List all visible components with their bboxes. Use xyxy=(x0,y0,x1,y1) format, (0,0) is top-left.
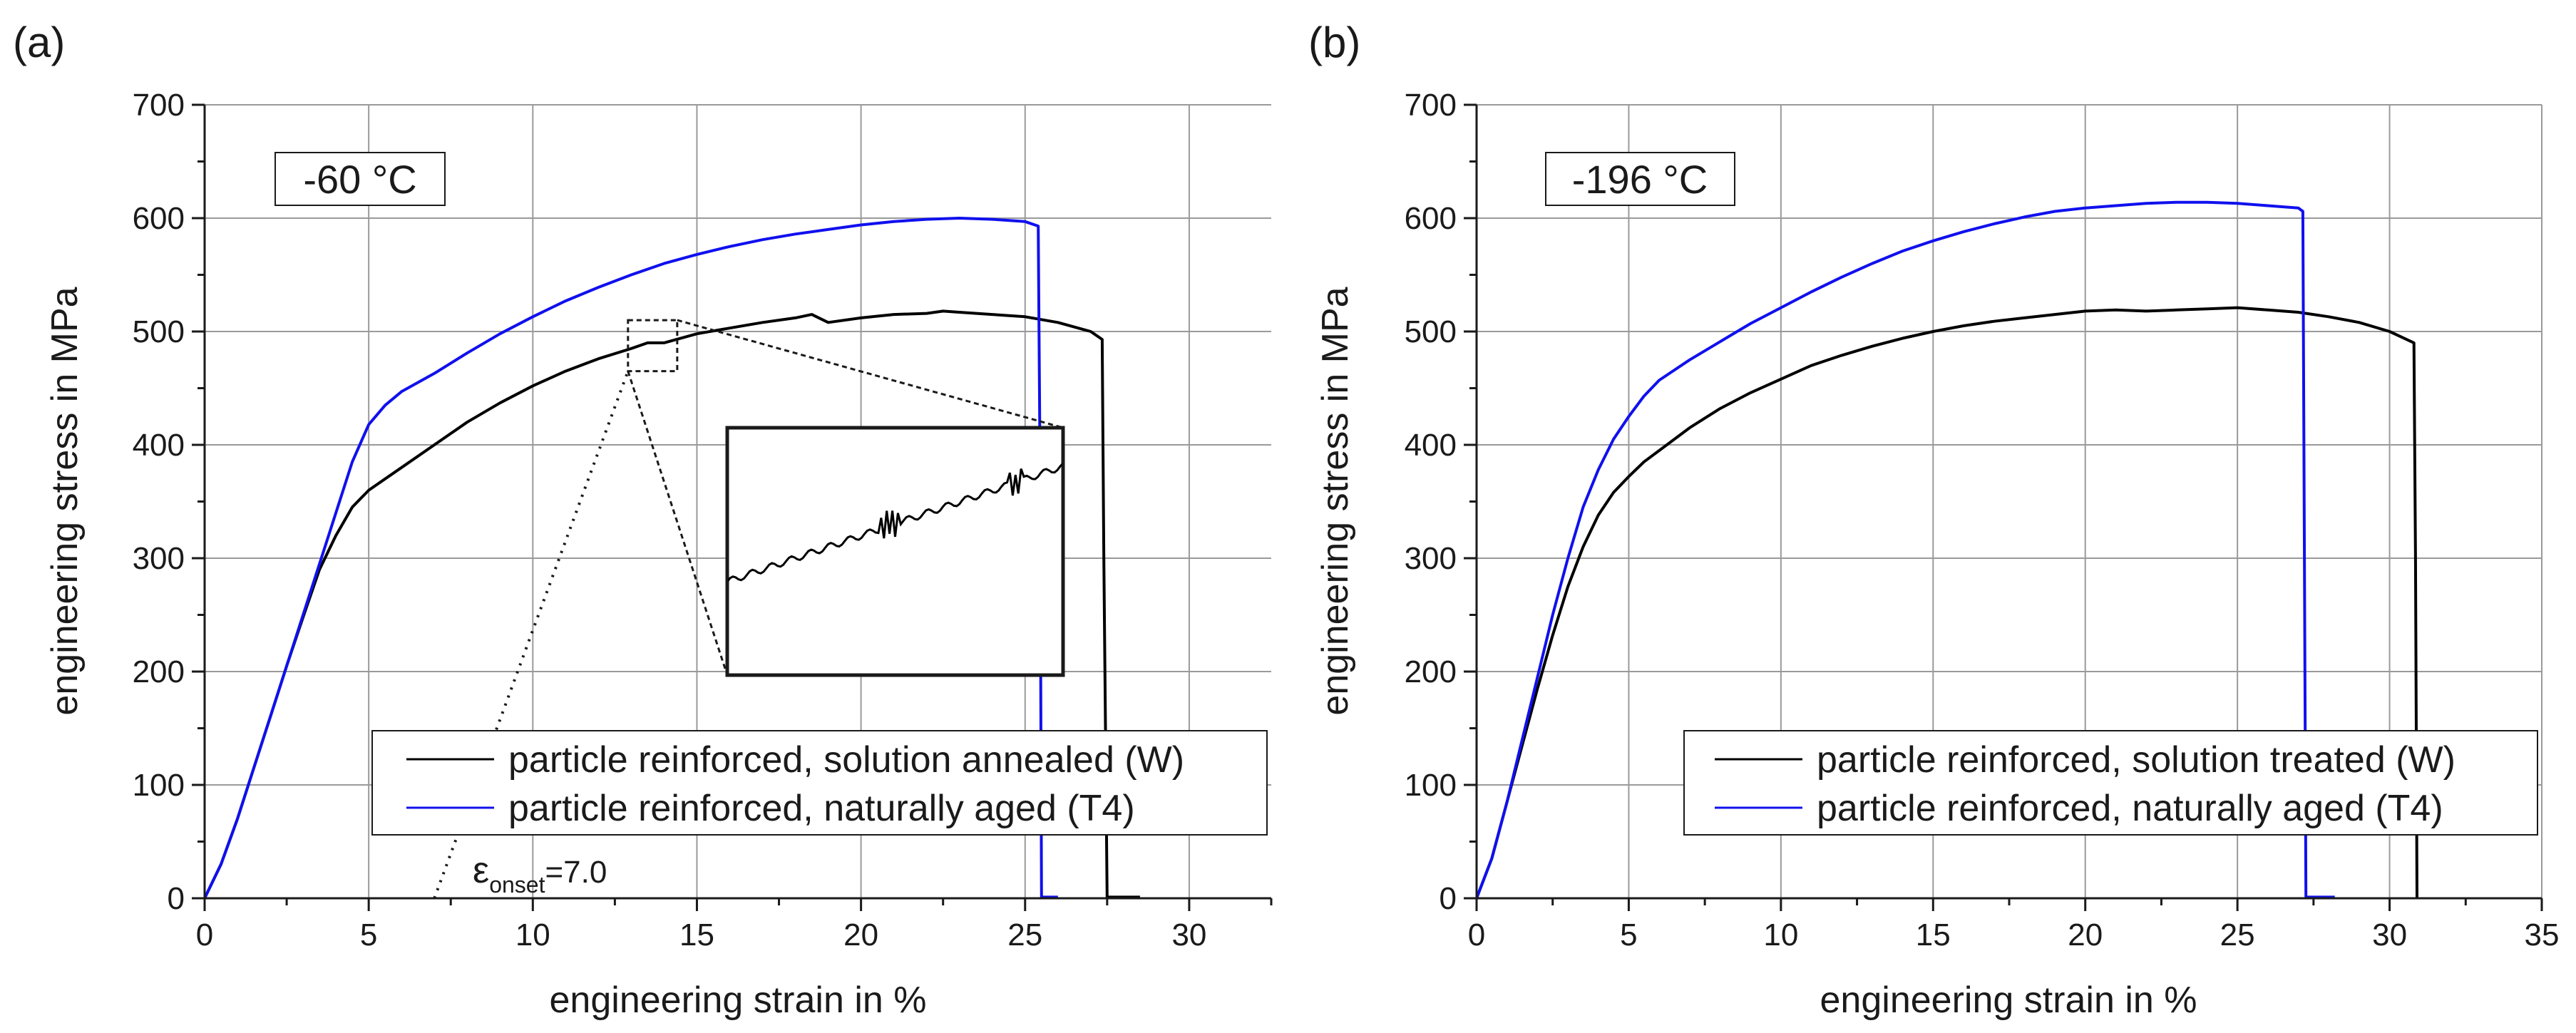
legend-label-w: particle reinforced, solution annealed (… xyxy=(508,739,1184,781)
x-tick-label: 35 xyxy=(2525,918,2560,952)
x-tick-label: 10 xyxy=(1763,918,1798,952)
y-tick-label: 700 xyxy=(133,88,185,123)
panel-a-zoom-connector-bottom xyxy=(627,371,729,676)
panel-a-zoom-connector-top xyxy=(677,319,1064,429)
panel-a-ylabel: engineering stress in MPa xyxy=(44,287,86,715)
onset-value: =7.0 xyxy=(545,855,607,890)
y-tick-label: 400 xyxy=(133,428,185,463)
panel-a-zoom-rect xyxy=(627,319,679,373)
panel-b-legend: particle reinforced, solution treated (W… xyxy=(1683,730,2538,836)
x-tick-label: 15 xyxy=(679,918,714,952)
y-tick-label: 400 xyxy=(1405,428,1457,463)
panel-a-temp-label: -60 °C xyxy=(303,157,416,202)
panel-b-xlabel: engineering strain in % xyxy=(1820,980,2197,1021)
series-line-t4 xyxy=(205,217,1058,898)
x-tick-label: 10 xyxy=(515,918,550,952)
onset-subscript: onset xyxy=(489,872,545,898)
panel-a-inset xyxy=(725,426,1065,677)
x-tick-label: 25 xyxy=(1007,918,1042,952)
x-tick-label: 5 xyxy=(360,918,377,952)
x-tick-label: 30 xyxy=(2372,918,2407,952)
y-tick-label: 600 xyxy=(133,201,185,236)
panel-a-legend: particle reinforced, solution annealed (… xyxy=(371,730,1268,836)
y-tick-label: 300 xyxy=(1405,541,1457,576)
panel-a-legend-box xyxy=(371,730,1268,836)
onset-symbol: ε xyxy=(473,850,489,891)
y-tick-label: 0 xyxy=(1440,881,1457,916)
panel-b-series xyxy=(1477,200,2418,898)
panel-b-temp-box xyxy=(1545,152,1735,206)
x-tick-label: 20 xyxy=(843,918,878,952)
y-tick-label: 500 xyxy=(133,314,185,349)
x-tick-label: 0 xyxy=(196,918,213,952)
panel-a-axes xyxy=(192,103,1273,911)
panel-a-inset-series xyxy=(728,462,1062,582)
panel-a-label: (a) xyxy=(13,19,65,66)
y-tick-label: 500 xyxy=(1405,314,1457,349)
panel-a-series xyxy=(205,217,1140,898)
panel-b: (b) 0 5 10 15 20 25 30 35 0 100 200 300 400 500 600 700… xyxy=(1308,19,2559,1021)
y-tick-label: 300 xyxy=(133,541,185,576)
x-tick-label: 30 xyxy=(1171,918,1206,952)
x-tick-label: 20 xyxy=(2068,918,2103,952)
x-tick-label: 15 xyxy=(1916,918,1951,952)
series-line-t4 xyxy=(1477,200,2335,898)
panel-b-temp-label: -196 °C xyxy=(1572,157,1708,202)
y-tick-label: 700 xyxy=(1405,88,1457,123)
panel-b-axes xyxy=(1464,103,2543,911)
panel-a-xlabel: engineering strain in % xyxy=(550,980,927,1021)
legend-label-t4: particle reinforced, naturally aged (T4) xyxy=(1817,788,2443,829)
panel-a-inset-frame xyxy=(725,426,1065,677)
y-tick-label: 100 xyxy=(133,768,185,803)
x-tick-label: 25 xyxy=(2220,918,2255,952)
panel-b-ylabel: engineering stress in MPa xyxy=(1315,287,1356,715)
legend-label-t4: particle reinforced, naturally aged (T4) xyxy=(508,788,1135,829)
legend-label-w: particle reinforced, solution treated (W… xyxy=(1817,739,2456,781)
y-tick-label: 600 xyxy=(1405,201,1457,236)
y-tick-label: 100 xyxy=(1405,768,1457,803)
x-tick-label: 0 xyxy=(1468,918,1485,952)
panel-b-label: (b) xyxy=(1308,19,1360,66)
x-tick-label: 5 xyxy=(1620,918,1637,952)
panel-a-onset-label: εonset=7.0 xyxy=(473,850,607,898)
y-tick-label: 200 xyxy=(1405,654,1457,689)
panel-a-temp-box xyxy=(274,152,446,206)
series-line-w xyxy=(1477,306,2418,898)
panel-b-tick-labels: 0 5 10 15 20 25 30 35 0 100 200 300 400 500 600 700 xyxy=(1405,88,2560,952)
panel-b-legend-box xyxy=(1683,730,2538,836)
y-tick-label: 200 xyxy=(133,654,185,689)
inset-series-line-w xyxy=(728,462,1062,582)
y-tick-label: 0 xyxy=(168,881,185,916)
